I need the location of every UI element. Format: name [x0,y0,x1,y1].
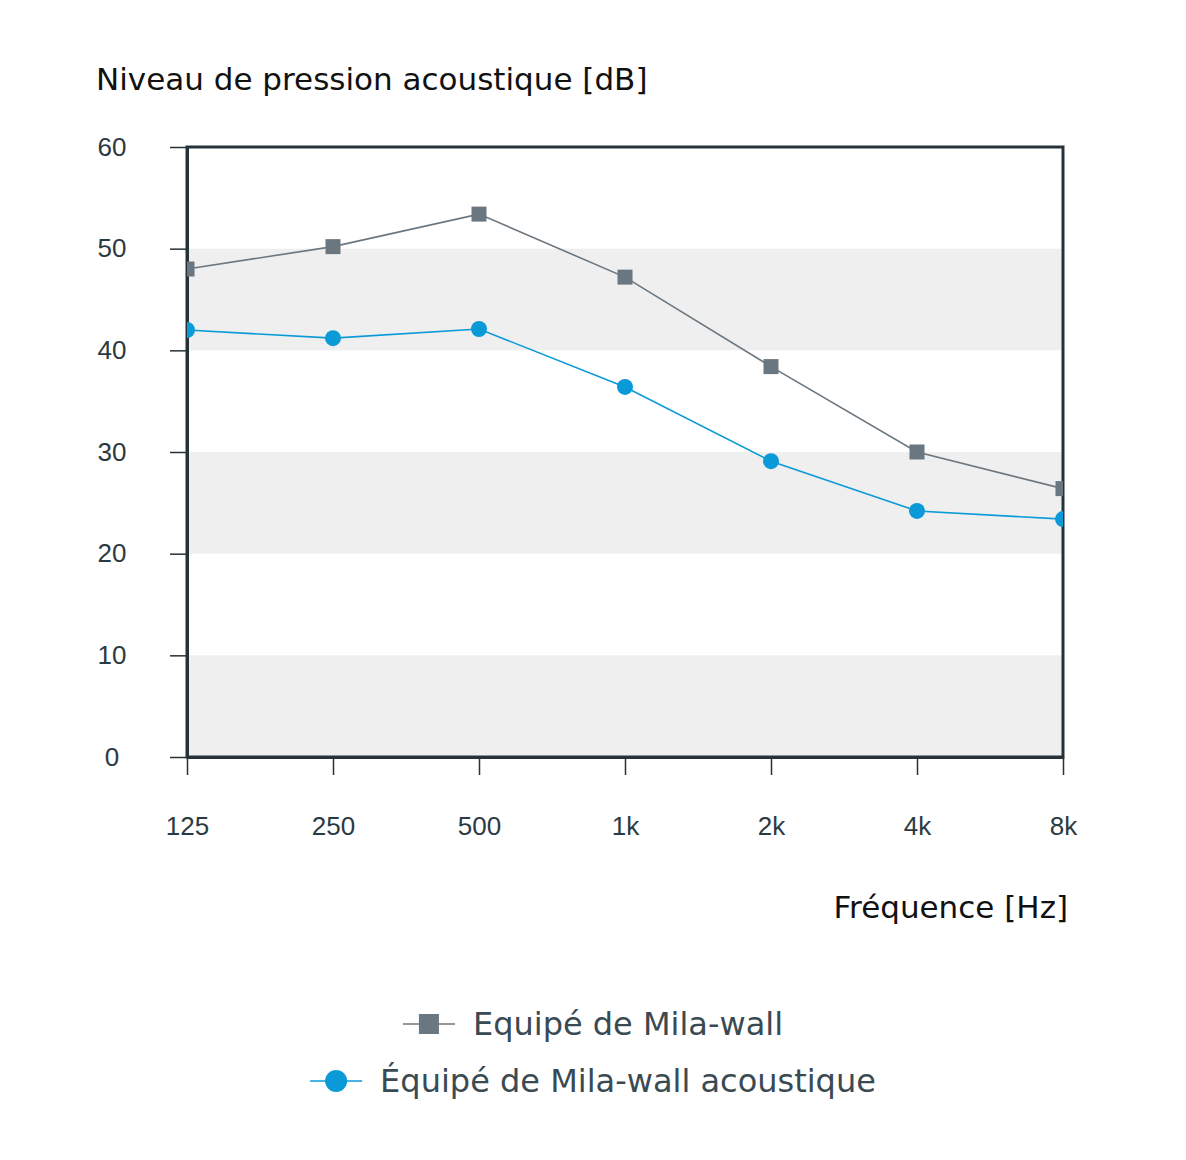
y-tick-label: 0 [105,742,119,772]
x-tick-mark [333,757,335,775]
x-axis-title: Fréquence [Hz] [834,889,1069,925]
y-tick: 20 [98,538,187,568]
data-point [325,330,341,346]
x-tick-mark [479,757,481,775]
x-tick-label: 250 [312,811,355,841]
series [187,321,1063,527]
grid-bands [187,249,1063,757]
legend-label: Equipé de Mila-wall [473,1005,783,1043]
legend-item: Equipé de Mila-wall [403,1005,783,1043]
x-tick-label: 500 [458,811,501,841]
y-tick-label: 10 [98,640,127,670]
x-tick-mark [917,757,919,775]
y-tick-label: 30 [98,437,127,467]
x-tick: 1k [612,757,640,841]
data-point [326,239,341,254]
y-tick: 0 [105,742,187,772]
y-tick-label: 60 [98,132,127,162]
x-tick: 500 [458,757,501,841]
y-tick-mark [170,757,187,759]
grid-band [187,655,1063,757]
data-point [472,207,487,222]
series-line [187,329,1063,519]
x-tick-label: 125 [166,811,209,841]
x-tick-label: 2k [758,811,786,841]
y-tick: 10 [98,640,187,670]
y-tick-label: 40 [98,335,127,365]
y-tick-mark [170,655,187,657]
x-tick-mark [187,757,189,775]
x-tick: 4k [904,757,932,841]
x-tick-mark [1063,757,1065,775]
data-point [618,270,633,285]
x-tick: 250 [312,757,355,841]
y-tick-label: 50 [98,233,127,263]
y-tick-mark [170,350,187,352]
grid-band [187,249,1063,351]
y-tick: 50 [98,233,187,263]
chart: 0 10 20 30 40 50 60 125 250 500 1k 2k 4k 8k Niveau de … [0,0,1186,1160]
x-tick-mark [625,757,627,775]
x-tick-label: 8k [1050,811,1078,841]
y-axis: 0 10 20 30 40 50 60 [98,132,188,772]
y-tick: 60 [98,132,187,162]
data-point [1056,481,1064,496]
y-tick-mark [170,147,187,149]
legend-label: Équipé de Mila-wall acoustique [380,1062,876,1100]
data-point [763,453,779,469]
y-tick-label: 20 [98,538,127,568]
y-tick-mark [170,248,187,250]
data-point [187,262,195,277]
data-point [909,503,925,519]
data-point [471,321,487,337]
legend-marker [325,1070,347,1092]
x-tick: 8k [1050,757,1078,841]
series [187,207,1063,497]
legend: Equipé de Mila-wall Équipé de Mila-wall a… [310,1005,876,1100]
x-tick: 2k [758,757,786,841]
y-tick-mark [170,452,187,454]
y-tick-mark [170,553,187,555]
data-point [764,359,779,374]
data-point [617,379,633,395]
legend-item: Équipé de Mila-wall acoustique [310,1062,876,1100]
data-point [187,322,195,338]
y-axis-title: Niveau de pression acoustique [dB] [96,61,647,97]
grid-band [187,452,1063,554]
x-tick-label: 4k [904,811,932,841]
series-area [187,207,1063,527]
y-tick: 40 [98,335,187,365]
x-axis: 125 250 500 1k 2k 4k 8k [166,757,1078,841]
legend-marker [419,1014,439,1034]
y-tick: 30 [98,437,187,467]
x-tick-label: 1k [612,811,640,841]
x-tick: 125 [166,757,209,841]
x-tick-mark [771,757,773,775]
data-point [1055,511,1063,527]
plot-frame [187,147,1063,757]
data-point [910,445,925,460]
series-line [187,214,1063,489]
